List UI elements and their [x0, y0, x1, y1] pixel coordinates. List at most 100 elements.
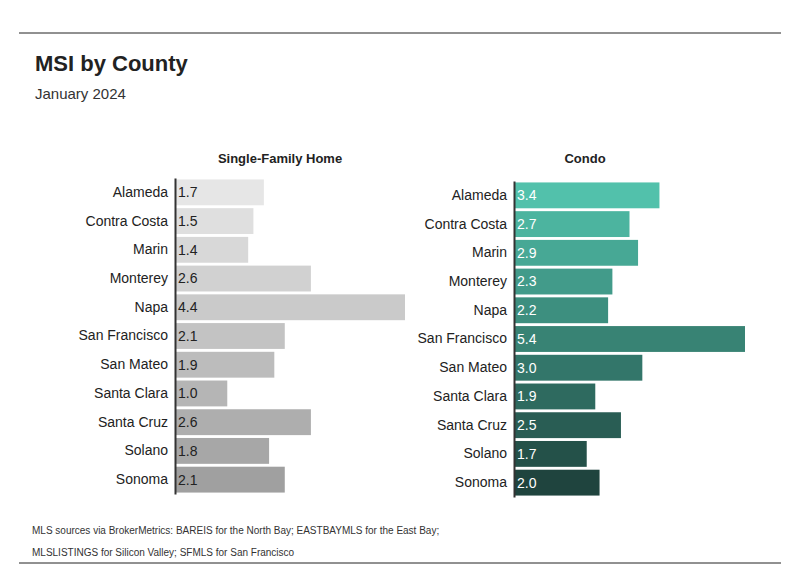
tick: Marin	[133, 241, 175, 257]
panel-title: Single-Family Home	[218, 151, 342, 166]
y-axis: Alameda Contra Costa Marin Monterey Napa San …	[418, 182, 515, 498]
chart-canvas: MSI by County January 2024 Single-Family H…	[0, 0, 801, 575]
subtitle: January 2024	[35, 85, 126, 102]
data-labels: 3.42.72.92.32.25.43.01.92.51.72.0	[517, 187, 537, 490]
tick-label: Sonoma	[455, 474, 507, 490]
bar	[514, 297, 608, 323]
panel: Condo3.42.72.92.32.25.43.01.92.51.72.0Al…	[418, 151, 745, 498]
data-label: 1.5	[178, 213, 198, 229]
tick: Sonoma	[455, 474, 514, 490]
tick: Contra Costa	[86, 213, 175, 229]
bars	[175, 179, 405, 492]
tick-label: Monterey	[110, 270, 168, 286]
data-label: 2.7	[517, 216, 537, 232]
bar	[514, 269, 612, 295]
bar	[514, 441, 587, 467]
tick-label: San Francisco	[79, 327, 169, 343]
data-label: 2.3	[517, 273, 537, 289]
source-note: MLS sources via BrokerMetrics: BAREIS fo…	[32, 520, 492, 564]
data-label: 1.9	[517, 388, 537, 404]
tick-label: San Mateo	[100, 356, 168, 372]
bar	[175, 438, 269, 464]
tick: Alameda	[452, 187, 514, 203]
bar	[514, 412, 621, 438]
tick: San Mateo	[100, 356, 175, 372]
axis-line	[175, 179, 177, 495]
tick: Solano	[463, 445, 514, 461]
bar	[514, 470, 600, 496]
data-label: 2.9	[517, 245, 537, 261]
tick-label: San Mateo	[439, 359, 507, 375]
bar	[175, 266, 311, 292]
tick-label: Alameda	[113, 184, 168, 200]
panel: Single-Family Home1.71.51.42.64.42.11.91…	[79, 151, 405, 495]
tick: Alameda	[113, 184, 175, 200]
tick-label: San Francisco	[418, 330, 508, 346]
bar	[175, 352, 274, 378]
tick: Napa	[474, 302, 514, 318]
tick: San Francisco	[79, 327, 175, 343]
tick: San Francisco	[418, 330, 514, 346]
title: MSI by County	[35, 51, 189, 76]
tick: Contra Costa	[425, 216, 514, 232]
tick: Santa Clara	[433, 388, 514, 404]
axis-line	[514, 182, 516, 498]
bar	[514, 211, 630, 237]
tick-label: Santa Clara	[94, 385, 168, 401]
tick-label: Alameda	[452, 187, 507, 203]
bar	[514, 182, 659, 208]
top-rule	[19, 33, 781, 34]
bar	[175, 294, 405, 320]
data-label: 4.4	[178, 299, 198, 315]
tick-label: Napa	[474, 302, 508, 318]
tick-label: Contra Costa	[86, 213, 169, 229]
data-label: 2.2	[517, 302, 537, 318]
tick: Santa Cruz	[98, 414, 175, 430]
tick-label: Marin	[472, 244, 507, 260]
bar	[175, 237, 248, 263]
tick-label: Napa	[135, 299, 169, 315]
tick: Monterey	[110, 270, 175, 286]
data-label: 1.7	[178, 184, 198, 200]
tick-label: Santa Clara	[433, 388, 507, 404]
y-axis: Alameda Contra Costa Marin Monterey Napa San …	[79, 179, 176, 495]
data-label: 1.7	[517, 446, 537, 462]
tick: Santa Clara	[94, 385, 175, 401]
bottom-rule	[19, 563, 781, 564]
data-label: 2.6	[178, 270, 198, 286]
tick: Marin	[472, 244, 514, 260]
data-label: 1.0	[178, 385, 198, 401]
tick-label: Solano	[124, 442, 168, 458]
tick-label: Contra Costa	[425, 216, 508, 232]
tick: Napa	[135, 299, 175, 315]
data-label: 2.6	[178, 414, 198, 430]
tick-label: Solano	[463, 445, 507, 461]
tick-label: Santa Cruz	[98, 414, 168, 430]
bar	[175, 323, 285, 349]
bar	[175, 208, 253, 234]
tick: Solano	[124, 442, 175, 458]
tick: San Mateo	[439, 359, 514, 375]
panel-title: Condo	[564, 151, 605, 166]
data-label: 1.4	[178, 242, 198, 258]
bar	[514, 384, 595, 410]
data-label: 3.4	[517, 187, 537, 203]
tick-label: Santa Cruz	[437, 417, 507, 433]
bar	[514, 355, 642, 381]
data-label: 2.5	[517, 417, 537, 433]
bar	[175, 179, 264, 205]
data-label: 1.8	[178, 443, 198, 459]
data-label: 2.0	[517, 475, 537, 491]
tick: Monterey	[449, 273, 514, 289]
tick: Sonoma	[116, 471, 175, 487]
bar	[175, 381, 227, 407]
bars	[514, 182, 745, 495]
data-label: 2.1	[178, 328, 198, 344]
bar	[514, 240, 638, 266]
bar	[514, 326, 745, 352]
tick-label: Sonoma	[116, 471, 168, 487]
tick: Santa Cruz	[437, 417, 514, 433]
bar	[175, 467, 285, 493]
tick-label: Marin	[133, 241, 168, 257]
data-labels: 1.71.51.42.64.42.11.91.02.61.82.1	[178, 184, 198, 487]
